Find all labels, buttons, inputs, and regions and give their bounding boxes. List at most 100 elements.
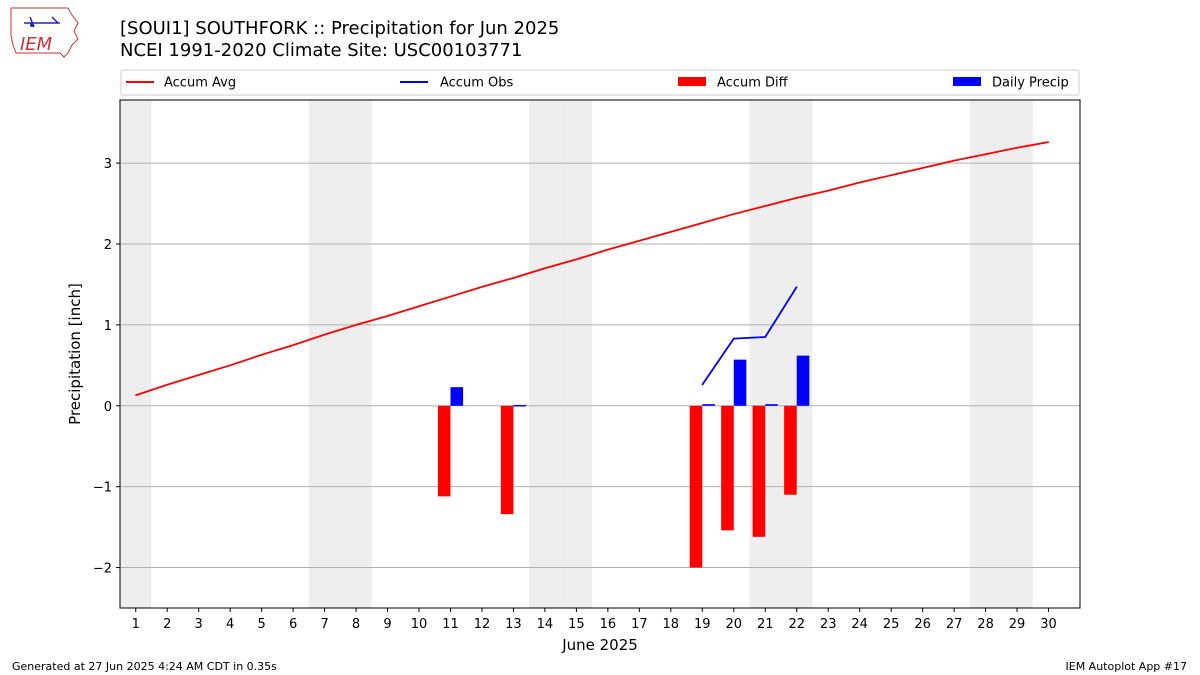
logo-text: IEM — [20, 34, 53, 55]
y-tick-label: 0 — [104, 400, 112, 415]
chart-title: [SOUI1] SOUTHFORK :: Precipitation for J… — [120, 18, 560, 39]
accum-avg-point — [292, 344, 294, 346]
x-tick-label: 30 — [1040, 617, 1057, 632]
x-tick-label: 28 — [977, 617, 994, 632]
accum-diff-bar — [752, 405, 766, 537]
x-axis-label: June 2025 — [561, 636, 638, 654]
x-tick-label: 4 — [226, 617, 234, 632]
generated-note: Generated at 27 Jun 2025 4:24 AM CDT in … — [12, 660, 277, 673]
weekend-band — [780, 100, 813, 608]
accum-obs-point — [733, 338, 735, 340]
x-tick-label: 5 — [257, 617, 265, 632]
y-axis-label: Precipitation [inch] — [66, 283, 84, 425]
x-tick-label: 13 — [505, 617, 522, 632]
x-tick-label: 16 — [600, 617, 617, 632]
accum-diff-bar — [721, 405, 734, 531]
iowa-outline-icon — [10, 7, 79, 58]
weekend-band — [560, 100, 593, 608]
accum-avg-point — [418, 305, 420, 307]
accum-avg-point — [544, 267, 546, 269]
accum-avg-point — [386, 315, 389, 317]
x-tick-label: 26 — [914, 617, 931, 632]
x-tick-label: 3 — [195, 617, 203, 632]
x-tick-label: 11 — [442, 617, 459, 632]
x-tick-label: 17 — [631, 617, 648, 632]
legend: Accum Avg Accum Obs Accum Diff Daily Precip — [120, 69, 1080, 96]
x-tick-label: 20 — [725, 617, 742, 632]
accum-avg-point — [166, 384, 168, 386]
x-tick-label: 10 — [411, 617, 428, 632]
y-tick-label: −2 — [93, 562, 112, 577]
daily-precip-bar — [513, 404, 527, 407]
daily-precip-bar — [450, 387, 464, 406]
x-tick-label: 9 — [383, 617, 391, 632]
legend-label: Accum Diff — [717, 76, 789, 91]
accum-obs-line — [701, 286, 798, 386]
weekend-band — [969, 100, 1002, 608]
daily-precip-bar — [702, 404, 715, 406]
accum-avg-point — [859, 181, 861, 184]
y-tick-label: 3 — [104, 157, 112, 172]
legend-box — [120, 69, 1080, 96]
accum-avg-point — [198, 374, 200, 376]
x-tick-label: 25 — [883, 617, 900, 632]
daily-precip-bar — [733, 359, 747, 406]
accum-avg-point — [355, 324, 357, 326]
accum-obs-point — [796, 286, 798, 288]
x-tick-label: 18 — [663, 617, 680, 632]
accum-avg-point — [953, 160, 955, 162]
x-tick-label: 27 — [946, 617, 963, 632]
accum-avg-point — [733, 213, 735, 215]
legend-label: Daily Precip — [992, 76, 1069, 91]
x-tick-label: 1 — [132, 617, 140, 632]
x-tick-label: 23 — [820, 617, 837, 632]
accum-avg-line — [135, 141, 1049, 397]
accum-avg-point — [764, 205, 766, 207]
accum-avg-point — [449, 295, 452, 298]
weekend-band — [120, 100, 152, 608]
x-tick-label: 24 — [851, 617, 868, 632]
accum-avg-point — [922, 167, 924, 169]
accum-avg-point — [575, 258, 577, 260]
x-tick-label: 14 — [537, 617, 554, 632]
accum-avg-point — [512, 277, 515, 279]
x-tick-label: 21 — [757, 617, 774, 632]
weekend-band — [529, 100, 561, 608]
accum-avg-point — [984, 153, 987, 155]
chart-subtitle: NCEI 1991-2020 Climate Site: USC00103771 — [120, 40, 523, 61]
x-tick-label: 15 — [568, 617, 585, 632]
accum-avg-point — [890, 174, 892, 176]
accum-avg-point — [261, 354, 263, 356]
accum-avg-point — [135, 394, 137, 396]
daily-precip-bar — [765, 404, 778, 406]
app-credit: IEM Autoplot App #17 — [1065, 660, 1188, 673]
x-tick-label: 12 — [474, 617, 491, 632]
accum-diff-bar — [437, 405, 451, 497]
accum-avg-point — [1016, 147, 1018, 149]
y-tick-label: 1 — [104, 319, 112, 334]
x-tick-label: 8 — [352, 617, 360, 632]
accum-avg-point — [670, 231, 672, 233]
accum-avg-point — [229, 364, 231, 366]
legend-label: Accum Obs — [440, 76, 513, 91]
legend-label: Accum Avg — [164, 76, 236, 91]
accum-avg-point — [638, 240, 640, 242]
x-tick-label: 6 — [289, 617, 297, 632]
accum-avg-point — [481, 286, 483, 288]
x-tick-label: 19 — [694, 617, 711, 632]
plot-frame — [119, 99, 1081, 609]
x-tick-label: 2 — [163, 617, 171, 632]
weekend-band — [308, 100, 341, 608]
weekend-band — [1001, 100, 1033, 608]
legend-bar-swatch — [953, 77, 981, 86]
accum-avg-point — [1047, 141, 1050, 143]
accum-diff-bar — [500, 405, 514, 515]
x-tick-label: 7 — [320, 617, 328, 632]
y-tick-label: 2 — [104, 238, 112, 253]
accum-avg-point — [827, 189, 829, 192]
accum-avg-point — [701, 222, 703, 224]
x-tick-label: 22 — [788, 617, 805, 632]
y-tick-label: −1 — [93, 481, 112, 496]
daily-precip-bar — [796, 355, 810, 406]
